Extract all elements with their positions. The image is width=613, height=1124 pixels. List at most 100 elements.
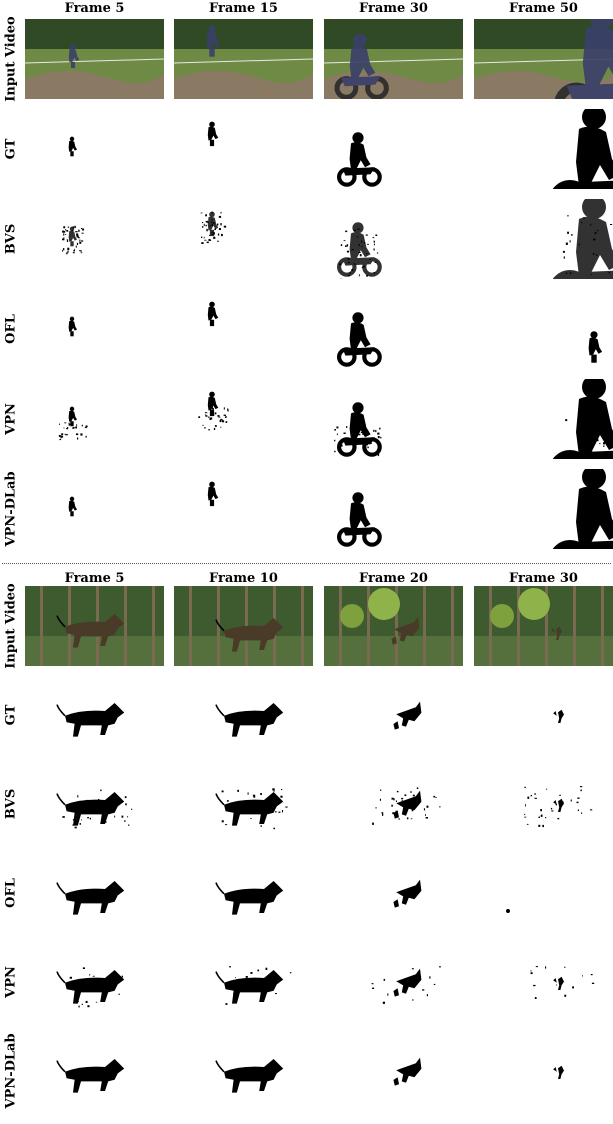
video-frame-image bbox=[474, 19, 613, 99]
segmentation-mask bbox=[174, 199, 313, 279]
column-header: Frame 20 bbox=[359, 571, 428, 586]
mask-image bbox=[552, 469, 613, 549]
segmentation-mask bbox=[324, 379, 463, 459]
video-frame bbox=[324, 586, 463, 666]
row-label-text: VPN-DLab bbox=[3, 471, 19, 547]
mask-image bbox=[553, 1065, 564, 1079]
segmentation-mask bbox=[474, 469, 613, 549]
segmentation-mask bbox=[174, 675, 313, 755]
segmentation-mask bbox=[174, 1031, 313, 1111]
mask-image bbox=[334, 402, 382, 457]
mask-image bbox=[198, 391, 229, 431]
column-header: Frame 30 bbox=[359, 1, 428, 16]
mask-image bbox=[393, 879, 422, 908]
mask-image bbox=[56, 967, 125, 1008]
video-frame bbox=[174, 586, 313, 666]
mask-image bbox=[68, 496, 78, 517]
row-label: GT bbox=[0, 675, 22, 755]
mask-image bbox=[215, 788, 288, 830]
panel-divider bbox=[2, 563, 611, 564]
segmentation-mask bbox=[324, 469, 463, 549]
mask-image bbox=[552, 109, 613, 189]
mask-image bbox=[56, 703, 125, 737]
column-header: Frame 5 bbox=[64, 1, 125, 16]
video-frame-image bbox=[474, 586, 613, 666]
segmentation-mask bbox=[174, 764, 313, 844]
column-header: Frame 15 bbox=[209, 1, 278, 16]
mask-image bbox=[530, 966, 595, 999]
mask-image bbox=[215, 703, 284, 737]
video-frame bbox=[25, 19, 164, 99]
mask-image bbox=[207, 121, 219, 147]
segmentation-mask bbox=[324, 289, 463, 369]
segmentation-mask bbox=[174, 379, 313, 459]
mask-image bbox=[337, 312, 382, 367]
segmentation-mask bbox=[25, 379, 164, 459]
mask-image bbox=[524, 786, 593, 828]
mask-image bbox=[68, 136, 78, 157]
mask-image bbox=[58, 406, 88, 441]
segmentation-mask bbox=[474, 109, 613, 189]
video-frame bbox=[474, 19, 613, 99]
row-label: VPN bbox=[0, 942, 22, 1022]
mask-image bbox=[215, 881, 284, 915]
video-frame-image bbox=[324, 586, 463, 666]
row-label-text: GT bbox=[3, 704, 19, 726]
segmentation-mask bbox=[474, 1031, 613, 1111]
row-label: OFL bbox=[0, 289, 22, 369]
segmentation-mask bbox=[324, 764, 463, 844]
segmentation-mask bbox=[25, 289, 164, 369]
segmentation-mask bbox=[174, 289, 313, 369]
segmentation-mask bbox=[174, 109, 313, 189]
mask-image bbox=[68, 316, 78, 337]
segmentation-mask bbox=[25, 942, 164, 1022]
segmentation-mask bbox=[25, 469, 164, 549]
row-label: Input Video bbox=[0, 16, 22, 101]
row-label: GT bbox=[0, 109, 22, 189]
row-label-text: Input Video bbox=[3, 583, 19, 669]
segmentation-mask bbox=[474, 289, 613, 369]
mask-image bbox=[62, 225, 85, 255]
row-label-text: BVS bbox=[3, 223, 19, 255]
row-label-text: VPN bbox=[3, 403, 19, 435]
row-label-text: GT bbox=[3, 138, 19, 160]
segmentation-mask bbox=[25, 199, 164, 279]
segmentation-mask bbox=[174, 942, 313, 1022]
mask-image bbox=[552, 379, 613, 459]
video-frame bbox=[174, 19, 313, 99]
mask-image bbox=[215, 966, 292, 1005]
segmentation-mask bbox=[174, 853, 313, 933]
video-frame-image bbox=[324, 19, 463, 99]
mask-image bbox=[506, 909, 510, 913]
mask-image bbox=[337, 492, 382, 547]
segmentation-mask bbox=[25, 764, 164, 844]
segmentation-mask bbox=[474, 379, 613, 459]
mask-image bbox=[207, 301, 219, 327]
row-label: BVS bbox=[0, 764, 22, 844]
video-frame bbox=[25, 586, 164, 666]
segmentation-mask bbox=[474, 853, 613, 933]
column-header: Frame 30 bbox=[509, 571, 578, 586]
mask-image bbox=[588, 331, 603, 363]
segmentation-mask bbox=[324, 942, 463, 1022]
segmentation-mask bbox=[25, 853, 164, 933]
segmentation-mask bbox=[474, 764, 613, 844]
row-label-text: VPN-DLab bbox=[3, 1033, 19, 1109]
row-label: BVS bbox=[0, 199, 22, 279]
mask-image bbox=[553, 709, 564, 723]
segmentation-mask bbox=[25, 1031, 164, 1111]
mask-image bbox=[337, 222, 382, 279]
mask-image bbox=[552, 199, 613, 279]
segmentation-mask bbox=[324, 853, 463, 933]
segmentation-mask bbox=[324, 1031, 463, 1111]
row-label-text: OFL bbox=[3, 878, 19, 908]
video-frame-image bbox=[25, 19, 164, 99]
row-label: Input Video bbox=[0, 583, 22, 669]
mask-image bbox=[200, 211, 227, 244]
segmentation-mask bbox=[474, 199, 613, 279]
segmentation-mask bbox=[25, 675, 164, 755]
mask-image bbox=[215, 1059, 284, 1093]
segmentation-mask bbox=[25, 109, 164, 189]
row-label: OFL bbox=[0, 853, 22, 933]
mask-image bbox=[56, 1059, 125, 1093]
